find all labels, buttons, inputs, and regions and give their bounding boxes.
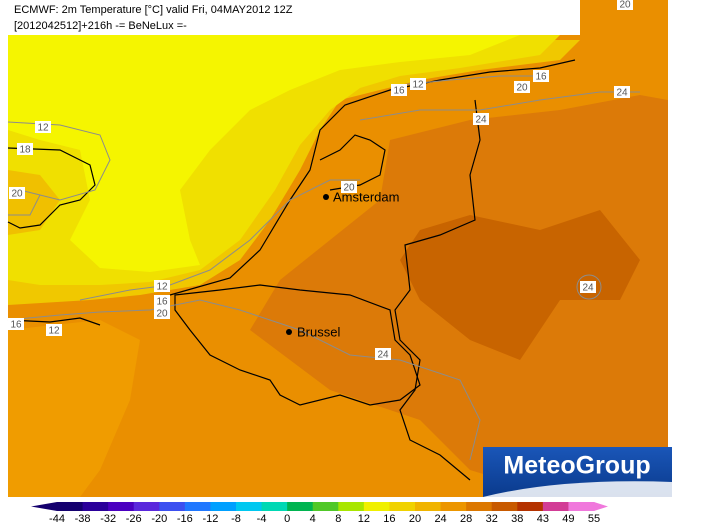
- colorbar-label: 16: [383, 513, 395, 525]
- contour-label-box: [154, 295, 170, 307]
- colorbar-arrow: [594, 502, 608, 511]
- coastlines: [7, 59, 576, 481]
- colorbar-label: 24: [434, 513, 446, 525]
- colorbar-swatch: [389, 502, 416, 511]
- contour-label-box: [617, 0, 633, 10]
- colorbar-label: -32: [100, 513, 116, 525]
- contour-label: 16: [156, 297, 168, 308]
- contour-label-box: [533, 70, 549, 82]
- colorbar-label: -16: [177, 513, 193, 525]
- header-box: [8, 0, 580, 35]
- contour-label: 20: [343, 183, 355, 194]
- contours: [7, 75, 640, 461]
- contour-label: 24: [616, 88, 628, 99]
- contour-label-box: [9, 187, 25, 199]
- contour-label: 20: [516, 83, 528, 94]
- header-line: [2012042512]+216h -= BeNeLux =-: [14, 20, 187, 32]
- contour-label: 12: [412, 80, 424, 91]
- contour-label-box: [17, 143, 33, 155]
- contour-label-box: [580, 281, 596, 293]
- contour-label-box: [341, 181, 357, 193]
- colorbar-swatch: [261, 502, 288, 511]
- contour-label: 12: [37, 123, 49, 134]
- colorbar-swatch: [210, 502, 237, 511]
- header-line: ECMWF: 2m Temperature [°C] valid Fri, 04…: [14, 4, 293, 16]
- colorbar-label: -4: [257, 513, 267, 525]
- colorbar-label: 43: [537, 513, 549, 525]
- colorbar-label: 49: [562, 513, 574, 525]
- contour-label-box: [473, 113, 489, 125]
- contour-label: 16: [535, 72, 547, 83]
- colorbar-swatch: [440, 502, 467, 511]
- colorbar-label: -26: [126, 513, 142, 525]
- city-dot: [323, 194, 329, 200]
- colorbar-label: -44: [49, 513, 65, 525]
- colorbar-swatch: [568, 502, 595, 511]
- colorbar-label: 28: [460, 513, 472, 525]
- colorbar-swatch: [312, 502, 339, 511]
- contour-label-box: [46, 324, 62, 336]
- colorbar-label: 4: [310, 513, 316, 525]
- colorbar-label: -20: [151, 513, 167, 525]
- city-dot: [286, 329, 292, 335]
- contour-label-box: [8, 318, 24, 330]
- city-label: Brussel: [297, 324, 340, 339]
- contour-label: 24: [377, 350, 389, 361]
- colorbar-label: 32: [486, 513, 498, 525]
- contour-label: 18: [19, 145, 31, 156]
- colorbar-swatch: [287, 502, 314, 511]
- contour-label-box: [391, 84, 407, 96]
- colorbar-swatch: [236, 502, 263, 511]
- contour-label-box: [35, 121, 51, 133]
- contour-label: 12: [48, 326, 60, 337]
- colorbar-swatch: [159, 502, 186, 511]
- contour-label: 12: [156, 282, 168, 293]
- map-field: [8, 0, 668, 497]
- colorbar-label: 55: [588, 513, 600, 525]
- contour-label-box: [375, 348, 391, 360]
- colorbar-label: -8: [231, 513, 241, 525]
- colorbar-label: 8: [335, 513, 341, 525]
- colorbar-swatch: [542, 502, 569, 511]
- contour-label: 20: [11, 189, 23, 200]
- colorbar-label: 0: [284, 513, 290, 525]
- contour-label-box: [410, 78, 426, 90]
- contour-label: 24: [475, 115, 487, 126]
- contour-label-box: [514, 81, 530, 93]
- contour-label-box: [154, 307, 170, 319]
- colorbar-swatch: [466, 502, 493, 511]
- contour-label-box: [614, 86, 630, 98]
- colorbar-swatch: [108, 502, 135, 511]
- colorbar-swatch: [57, 502, 84, 511]
- contour-label: 20: [156, 309, 168, 320]
- colorbar-label: 12: [358, 513, 370, 525]
- colorbar-swatch: [82, 502, 109, 511]
- contour-label: 16: [10, 320, 22, 331]
- colorbar-label: -12: [202, 513, 218, 525]
- contour-label: 20: [619, 0, 631, 11]
- colorbar-swatch: [415, 502, 442, 511]
- colorbar-label: 38: [511, 513, 523, 525]
- contour-label-box: [154, 280, 170, 292]
- colorbar-swatch: [491, 502, 518, 511]
- colorbar-swatch: [517, 502, 544, 511]
- colorbar-label: -38: [75, 513, 91, 525]
- cities: Amsterdam Brussel: [286, 189, 399, 339]
- colorbar: -44 -38 -32 -26 -20 -16 -12 -8 -4 0 4 8 12 16 20 24 28 32…: [31, 502, 608, 525]
- logo-swoosh: [483, 481, 672, 497]
- colorbar-swatch: [184, 502, 211, 511]
- contour-label: 24: [582, 283, 594, 294]
- colorbar-swatch: [338, 502, 365, 511]
- city-label: Amsterdam: [333, 189, 399, 204]
- contour-label: 16: [393, 86, 405, 97]
- colorbar-swatch: [133, 502, 160, 511]
- colorbar-label: 20: [409, 513, 421, 525]
- colorbar-swatch: [363, 502, 390, 511]
- logo: MeteoGroup: [503, 452, 650, 480]
- colorbar-arrow: [31, 502, 57, 511]
